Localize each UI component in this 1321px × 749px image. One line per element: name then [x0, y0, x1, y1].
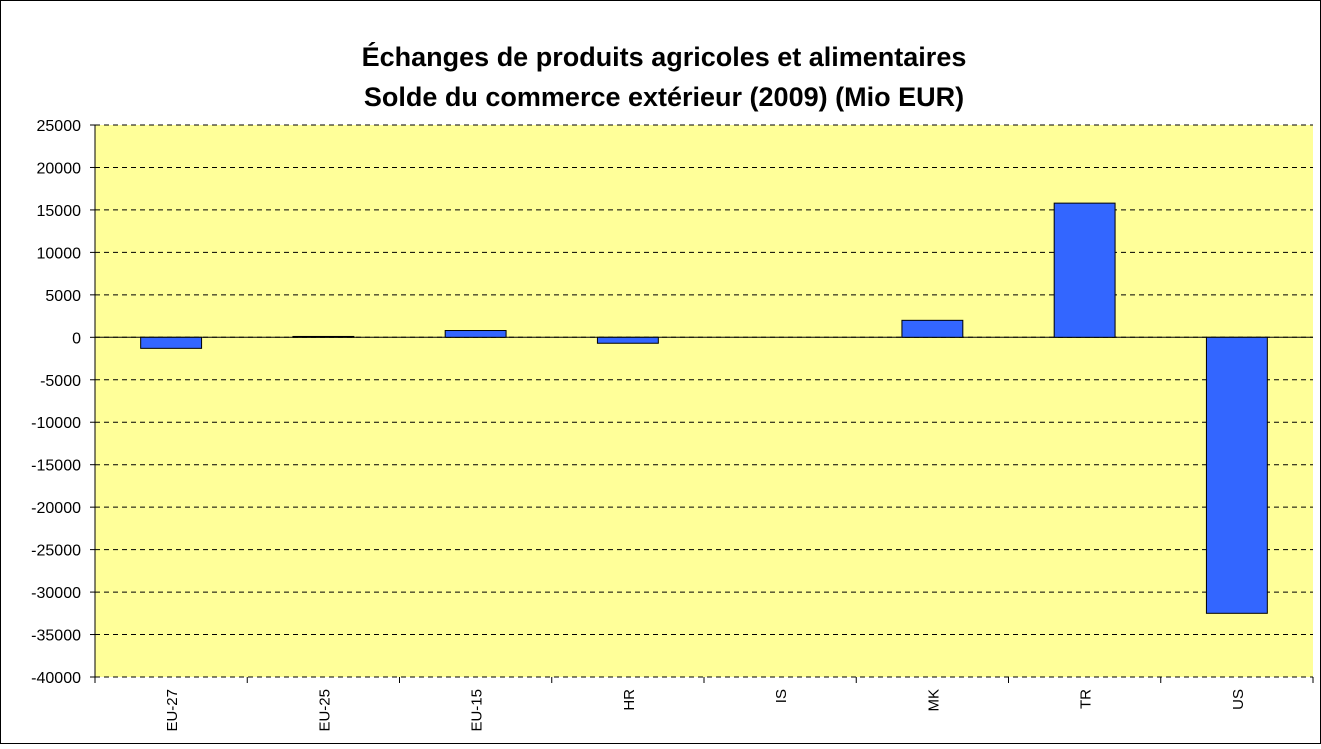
- bar: [901, 319, 964, 338]
- x-tick-label: IS: [773, 689, 790, 703]
- chart-title: Échanges de produits agricoles et alimen…: [362, 41, 967, 72]
- y-tick-label: 10000: [37, 245, 82, 262]
- x-tick-label: EU-25: [316, 689, 333, 732]
- x-tick-label: HR: [621, 689, 638, 711]
- bar: [596, 336, 659, 344]
- bar: [1205, 336, 1268, 614]
- y-tick-label: 20000: [37, 160, 82, 177]
- x-tick-label: US: [1230, 689, 1247, 710]
- y-tick-label: -5000: [40, 373, 81, 390]
- y-tick-label: 15000: [37, 203, 82, 220]
- y-tick-label: -40000: [31, 670, 81, 687]
- chart-subtitle: Solde du commerce extérieur (2009) (Mio …: [364, 82, 964, 112]
- y-tick-label: -10000: [31, 415, 81, 432]
- plot-area: [95, 125, 1313, 677]
- x-tick-label: EU-15: [469, 689, 486, 732]
- x-tick-label: EU-27: [164, 689, 181, 732]
- y-tick-label: -15000: [31, 458, 81, 475]
- bar: [444, 330, 507, 338]
- bar: [1053, 202, 1116, 338]
- bar: [140, 336, 203, 349]
- y-tick-label: -25000: [31, 543, 81, 560]
- y-tick-label: 25000: [37, 118, 82, 135]
- x-tick-label: TR: [1078, 689, 1095, 709]
- y-tick-label: 5000: [45, 288, 81, 305]
- bar: [292, 335, 355, 338]
- y-tick-label: -20000: [31, 500, 81, 517]
- y-tick-label: -30000: [31, 585, 81, 602]
- y-tick-label: 0: [72, 330, 81, 347]
- y-tick-label: -35000: [31, 628, 81, 645]
- x-tick-label: MK: [925, 689, 942, 712]
